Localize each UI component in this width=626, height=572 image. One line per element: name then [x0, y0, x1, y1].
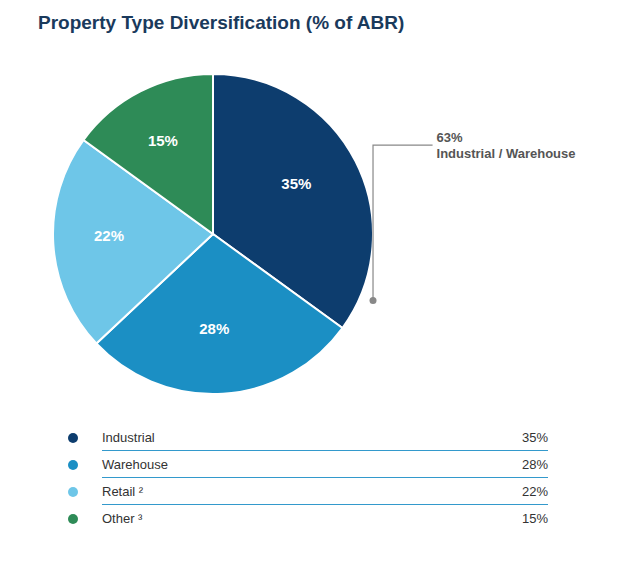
html-text:Retail ²: Retail ²	[102, 483, 144, 499]
svg-text:35%: 35%	[281, 175, 311, 192]
svg-text:63%Industrial / Warehouse: 63%Industrial / Warehouse	[437, 130, 576, 161]
html-text:15%: 15%	[522, 511, 548, 526]
html-text:35%: 35%	[522, 429, 548, 445]
html-text:Industrial: Industrial	[102, 429, 155, 445]
html-text:Other ³: Other ³	[102, 511, 143, 526]
html-text:28%: 28%	[522, 456, 548, 472]
svg-text:28%: 28%	[199, 320, 229, 337]
svg-text:22%: 22%	[94, 227, 124, 244]
html-text:Warehouse: Warehouse	[102, 456, 168, 472]
html-text:22%: 22%	[522, 483, 548, 499]
html-text:Property Type Diversification: Property Type Diversification (% of ABR)	[38, 12, 405, 33]
svg-text:15%: 15%	[148, 132, 178, 149]
